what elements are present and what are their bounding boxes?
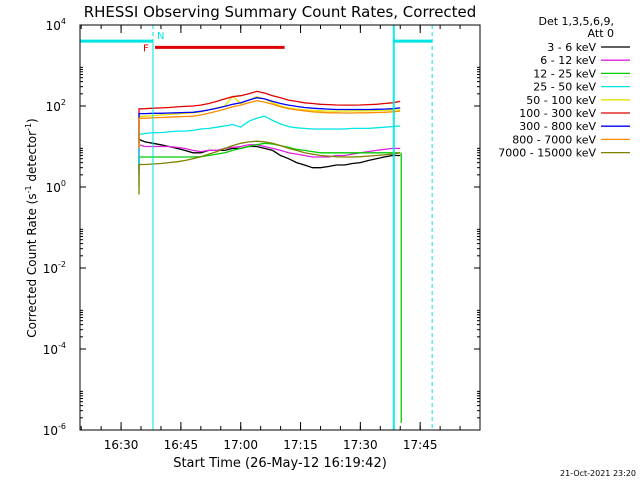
y-tick-label: 102: [46, 98, 66, 114]
y-tick-label: 100: [46, 179, 66, 195]
y-tick-base: 10: [46, 100, 61, 114]
y-tick-base: 10: [43, 343, 58, 357]
legend-header-line: Att 0: [588, 27, 614, 40]
series-line-1: [138, 143, 401, 175]
y-tick-base: 10: [43, 262, 58, 276]
y-tick-base: 10: [43, 424, 58, 438]
x-tick-label: 17:30: [343, 438, 378, 452]
y-tick-label: 10-2: [43, 260, 66, 276]
series-line-0: [138, 138, 401, 170]
series-line-6: [138, 97, 401, 144]
x-tick-label: 16:45: [164, 438, 199, 452]
y-axis-label-part: detector: [25, 131, 39, 186]
y-tick-base: 10: [46, 181, 61, 195]
y-axis-label: Corrected Count Rate (s-1 detector-1): [24, 118, 39, 337]
legend-header: Det 1,3,5,6,9,Att 0: [538, 15, 614, 40]
y-axis-label-sup: -1: [24, 123, 33, 131]
series-line-2: [138, 142, 401, 187]
legend-label: 3 - 6 keV: [547, 41, 596, 54]
legend-label: 25 - 50 keV: [533, 81, 596, 94]
y-tick-base: 10: [46, 19, 61, 33]
y-tick-exponent: -6: [58, 422, 66, 431]
x-tick-label: 16:30: [104, 438, 139, 452]
y-tick-exponent: 4: [61, 17, 66, 26]
series-line-8: [138, 140, 401, 195]
legend-label: 300 - 800 keV: [519, 120, 596, 133]
series-line-7: [138, 100, 401, 149]
series-layer: [138, 90, 402, 423]
series-line-5: [138, 90, 401, 139]
footer-timestamp: 21-Oct-2021 23:20: [560, 469, 636, 478]
legend-label: 6 - 12 keV: [540, 54, 596, 67]
x-tick-label: 17:00: [223, 438, 258, 452]
y-tick-label: 10-4: [43, 341, 66, 357]
x-axis-label: Start Time (26-May-12 16:19:42): [173, 456, 387, 471]
legend-label: 100 - 300 keV: [519, 107, 596, 120]
y-tick-exponent: -4: [58, 341, 66, 350]
legend-label: 50 - 100 keV: [526, 94, 596, 107]
x-tick-label: 17:45: [403, 438, 438, 452]
plot-frame: [79, 24, 481, 431]
x-tick-label: 17:15: [283, 438, 318, 452]
legend-label: 800 - 7000 keV: [512, 133, 596, 146]
legend-label: 12 - 25 keV: [533, 67, 596, 80]
night-flag-label: N: [157, 31, 164, 42]
y-tick-exponent: 0: [61, 179, 66, 188]
flags-layer: NF: [80, 25, 433, 430]
y-tick-exponent: 2: [61, 98, 66, 107]
y-axis-label-part: Corrected Count Rate (s: [25, 193, 39, 337]
y-axis-label-part: ): [25, 118, 39, 123]
legend-header-line: Det 1,3,5,6,9,: [538, 15, 614, 28]
attenuator-flag-label: F: [143, 43, 149, 54]
y-tick-label: 10-6: [43, 422, 66, 438]
y-tick-exponent: -2: [58, 260, 66, 269]
x-axis: 16:30 16:45 17:00 17:15 17:30 17:45: [80, 25, 481, 452]
series-line-3: [138, 115, 401, 165]
y-tick-label: 104: [46, 17, 66, 33]
y-axis-label-sup: -1: [24, 185, 33, 193]
legend-label: 7000 - 15000 keV: [498, 147, 596, 160]
chart-title: RHESSI Observing Summary Count Rates, Co…: [84, 3, 477, 21]
